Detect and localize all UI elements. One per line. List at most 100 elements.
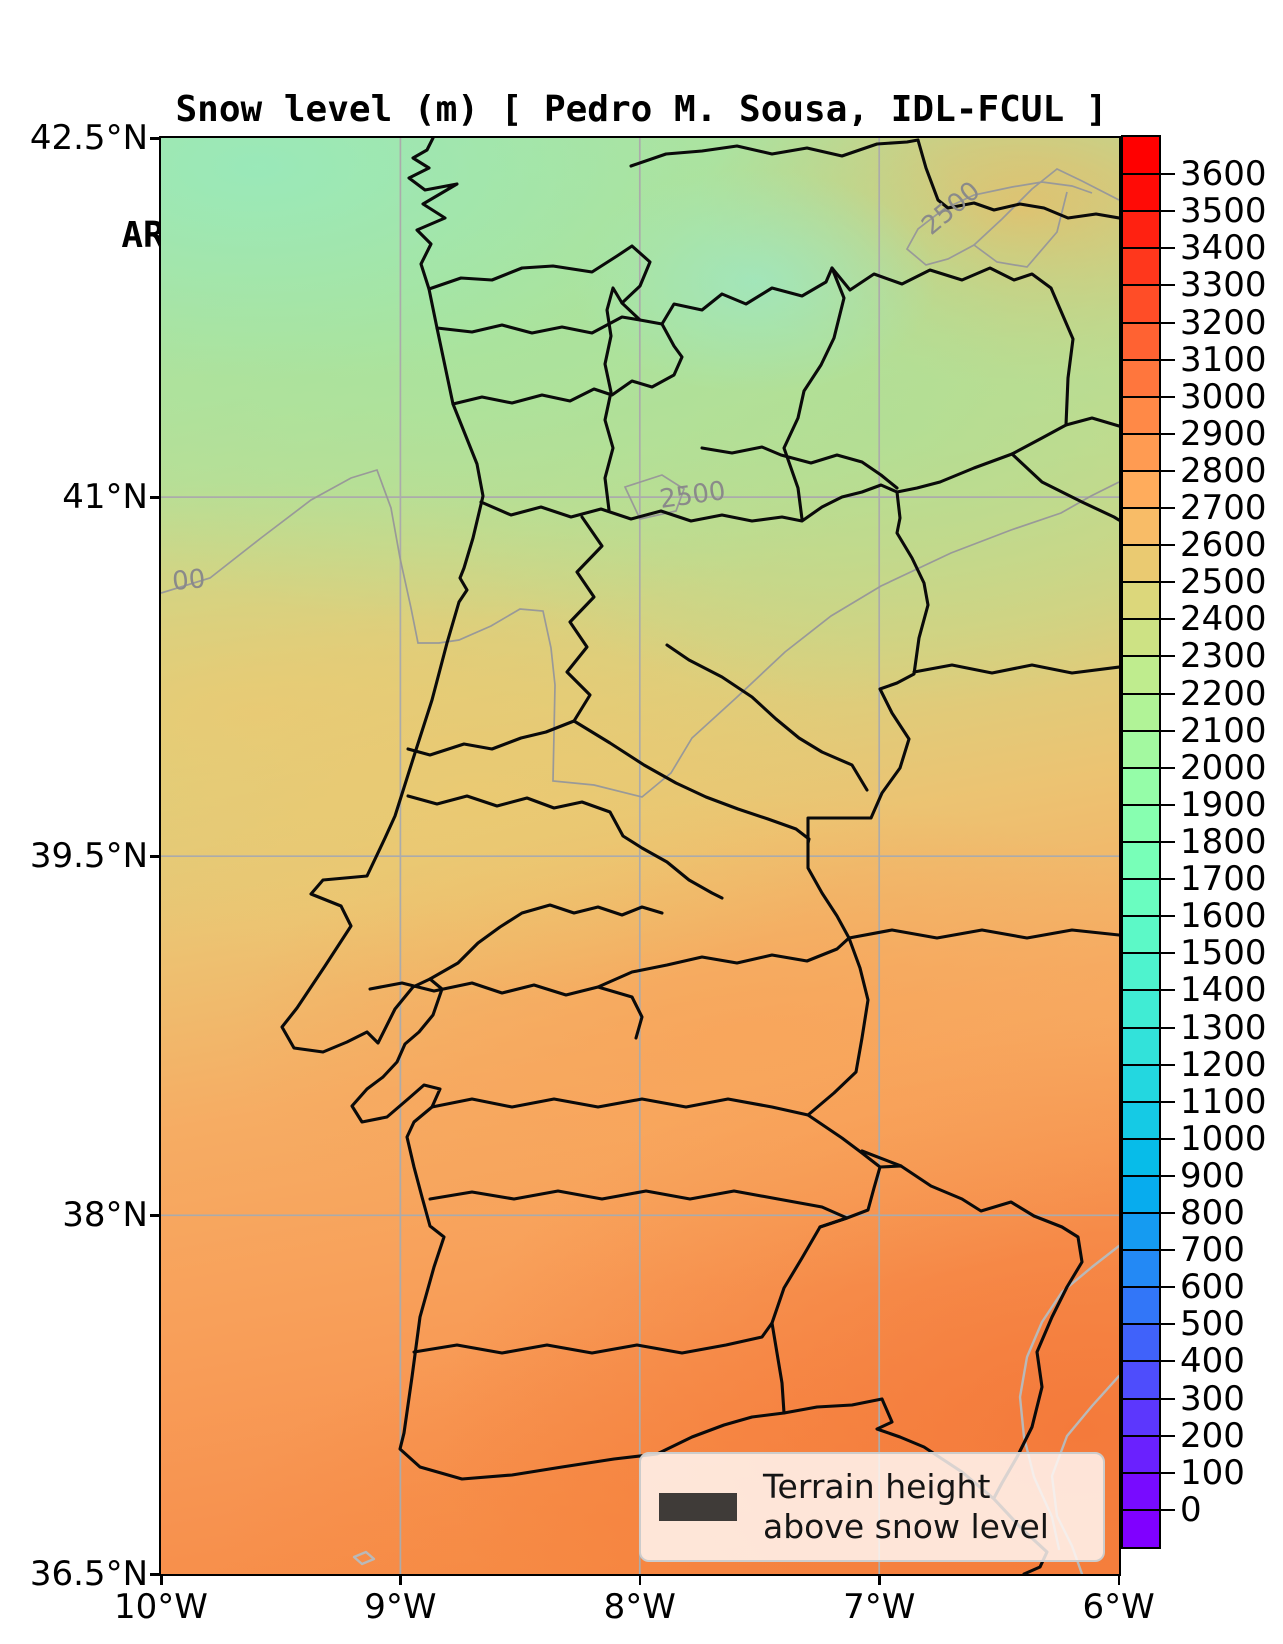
district-line-coimbra-leiria [406, 794, 724, 900]
colorbar-tick-mark [1121, 1508, 1175, 1511]
colorbar-segment [1123, 1249, 1159, 1287]
district-line-setubal-evora [430, 1097, 810, 1117]
province-line-galicia-leon [629, 138, 1119, 220]
y-tick-mark [150, 855, 159, 858]
district-line-estrela-diagonal [572, 719, 811, 845]
colorbar-tick-mark [1121, 915, 1175, 918]
colorbar-segment [1123, 1212, 1159, 1250]
colorbar-segment [1123, 619, 1159, 657]
colorbar-tick-mark [1121, 1212, 1175, 1215]
colorbar-segment [1123, 211, 1159, 249]
district-line-douro-west [479, 483, 899, 523]
colorbar-segment [1123, 285, 1159, 323]
colorbar-tick-mark [1121, 1323, 1175, 1326]
province-line-salamanca-avila [1010, 452, 1119, 522]
colorbar-segment [1123, 359, 1159, 397]
colorbar-tick-label: 600 [1180, 1267, 1245, 1308]
y-tick-mark [150, 1573, 159, 1576]
legend-swatch [659, 1493, 737, 1521]
y-tick-label: 41°N [62, 477, 148, 518]
colorbar-tick-mark [1121, 284, 1175, 287]
colorbar-tick-label: 1400 [1180, 970, 1267, 1011]
district-line-douro-east [700, 445, 899, 490]
x-tick-mark [399, 1576, 402, 1585]
province-line-caceres-badajoz [847, 928, 1119, 940]
colorbar-tick-label: 1800 [1180, 822, 1267, 862]
colorbar-tick-label: 2400 [1180, 599, 1267, 640]
colorbar-tick-label: 800 [1180, 1193, 1245, 1234]
colorbar-tick-mark [1121, 1137, 1175, 1140]
x-tick-label: 9°W [364, 1587, 437, 1627]
x-tick-mark [160, 1576, 163, 1585]
colorbar-tick-label: 3600 [1180, 154, 1267, 195]
colorbar-tick-label: 2500 [1180, 562, 1267, 603]
colorbar-tick-mark [1121, 1471, 1175, 1474]
colorbar-tick-label: 1000 [1180, 1118, 1267, 1159]
colorbar-segment [1123, 990, 1159, 1028]
colorbar-tick-mark [1121, 358, 1175, 361]
colorbar-tick-mark [1121, 210, 1175, 213]
colorbar-segment [1123, 507, 1159, 546]
legend-label-line2: above snow level [763, 1507, 1049, 1546]
colorbar-segment [1123, 1361, 1159, 1399]
colorbar-tick-mark [1121, 581, 1175, 584]
x-tick-label: 6°W [1082, 1587, 1155, 1627]
colorbar-segment [1123, 582, 1159, 620]
colorbar-tick-label: 0 [1180, 1489, 1202, 1530]
colorbar-tick-mark [1121, 247, 1175, 250]
colorbar-tick-label: 1700 [1180, 859, 1267, 900]
colorbar-tick-mark [1121, 321, 1175, 324]
colorbar-tick-mark [1121, 432, 1175, 435]
colorbar-segment [1123, 545, 1159, 583]
colorbar-segment [1123, 1472, 1159, 1510]
y-tick-label: 39.5°N [29, 836, 148, 877]
contour-lines [161, 168, 1119, 798]
y-tick-label: 42.5°N [29, 118, 148, 158]
district-line-viana-braga [435, 315, 642, 335]
colorbar-segment [1123, 767, 1159, 805]
colorbar-tick-label: 3500 [1180, 191, 1267, 232]
colorbar-tick-label: 2800 [1180, 450, 1267, 491]
colorbar-tick-label: 2200 [1180, 673, 1267, 714]
colorbar-segment [1123, 656, 1159, 694]
district-line-vilareal-braganca [782, 266, 846, 521]
map-plot-area: 2500 2500 00 Terrain height above snow lev… [159, 136, 1121, 1576]
colorbar-tick-mark [1121, 729, 1175, 732]
colorbar-tick-mark [1121, 1397, 1175, 1400]
colorbar-segment [1123, 174, 1159, 212]
colorbar-tick-label: 2600 [1180, 525, 1267, 566]
colorbar-segment [1123, 878, 1159, 916]
contour-line-2500-northeast [905, 168, 1119, 266]
colorbar-tick-label: 2100 [1180, 710, 1267, 751]
colorbar-tick-label: 3000 [1180, 376, 1267, 417]
colorbar-tick-label: 1300 [1180, 1007, 1267, 1048]
colorbar-tick-label: 100 [1180, 1452, 1245, 1493]
colorbar-tick-label: 2900 [1180, 413, 1267, 454]
province-line-zamora-salamanca [1064, 416, 1119, 428]
district-line-braga-porto [451, 322, 684, 406]
colorbar-tick-label: 2300 [1180, 636, 1267, 677]
colorbar-tick-mark [1121, 766, 1175, 769]
contour-labels: 2500 2500 00 [171, 176, 986, 597]
district-line-lisboa-santarem [428, 903, 664, 981]
contour-label: 00 [171, 564, 207, 597]
colorbar-segment [1123, 1509, 1159, 1547]
title-line-1: Snow level (m) [ Pedro M. Sousa, IDL-FCU… [175, 89, 1108, 130]
colorbar-segment [1123, 1027, 1159, 1065]
district-line-viseu-guarda [565, 515, 604, 723]
colorbar-tick-label: 1600 [1180, 896, 1267, 937]
colorbar-segment [1123, 1286, 1159, 1324]
small-lagoon [352, 1550, 376, 1566]
colorbar-tick-label: 1900 [1180, 784, 1267, 825]
colorbar-segment [1123, 915, 1159, 954]
contour-label: 2500 [916, 176, 986, 242]
colorbar-tick-label: 500 [1180, 1304, 1245, 1345]
colorbar-tick-mark [1121, 1174, 1175, 1177]
colorbar-segment [1123, 841, 1159, 879]
y-tick-mark [150, 496, 159, 499]
province-line-salamanca-caceres [912, 663, 1119, 675]
colorbar-tick-mark [1121, 1100, 1175, 1103]
colorbar-tick-mark [1121, 469, 1175, 472]
colorbar-tick-mark [1121, 803, 1175, 806]
colorbar-tick-label: 3300 [1180, 265, 1267, 306]
